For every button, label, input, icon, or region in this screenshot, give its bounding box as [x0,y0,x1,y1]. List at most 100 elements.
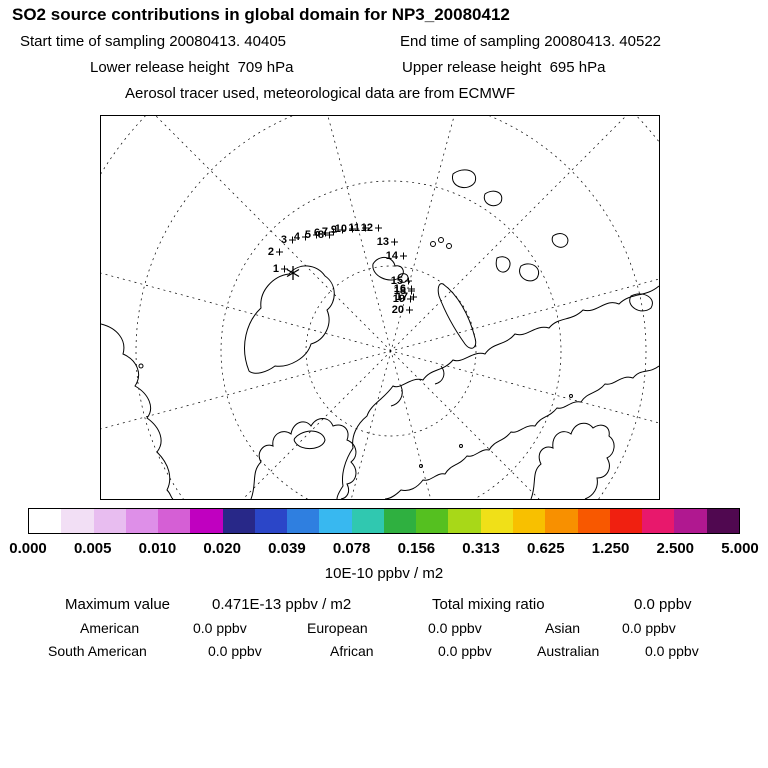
plot-title: SO2 source contributions in global domai… [12,5,510,24]
station-marker-cross-icon [407,295,414,303]
station-marker-label: 16 [394,283,406,295]
end-time-text: End time of sampling 20080413. 40522 [400,33,662,50]
region-name-european: European [307,620,368,636]
region-value-european: 0.0 ppbv [428,620,482,636]
region-value-american: 0.0 ppbv [193,620,247,636]
station-marker-label: 14 [386,250,399,262]
colorbar-ticks: 0.000 0.005 0.010 0.020 0.039 0.078 0.156 0.313… [9,540,759,558]
colorbar-tick-label: 0.020 [203,540,241,557]
station-marker-cross-icon [330,228,337,236]
colorbar-segment [125,509,159,533]
colorbar-segment [254,509,288,533]
colorbar-segment [222,509,255,533]
upper-release-text: Upper release height 695 hPa [402,59,606,76]
colorbar-segment [642,509,675,533]
region-value-asian: 0.0 ppbv [622,620,676,636]
station-marker-cross-icon [326,231,333,239]
station-marker-cross-icon [375,224,382,232]
colorbar-segment [706,509,739,533]
coastlines [101,169,659,499]
colorbar-segment [480,509,513,533]
region-value-australian: 0.0 ppbv [645,643,699,659]
station-marker-cross-icon [362,224,369,232]
station-marker-cross-icon [289,236,296,244]
station-marker-label: 13 [377,236,389,248]
station-marker-label: 4 [294,231,301,243]
station-marker-label: 5 [305,229,311,241]
lower-release-text: Lower release height 709 hPa [90,59,294,76]
region-value-african: 0.0 ppbv [438,643,492,659]
colorbar-tick-label: 2.500 [656,540,695,557]
colorbar-tick-label: 1.250 [591,540,630,557]
station-marker-label: 6 [314,227,320,239]
station-marker-cross-icon [391,238,398,246]
tracer-info-text: Aerosol tracer used, meteorological data… [125,85,516,102]
colorbar-segment [448,509,481,533]
region-name-australian: Australian [537,643,600,659]
colorbar-segment [93,509,126,533]
station-marker-label: 9 [331,224,337,236]
colorbar-tick-label: 0.010 [138,540,177,557]
colorbar-segment [190,509,223,533]
station-marker-cross-icon [408,287,415,295]
station-marker-cross-icon [313,231,320,239]
station-marker-label: 17 [396,291,408,303]
station-marker-cross-icon [406,306,413,314]
station-marker-cross-icon [276,248,283,256]
station-marker-cross-icon [339,226,346,234]
colorbar-segment [609,509,643,533]
start-time-text: Start time of sampling 20080413. 40405 [20,33,287,50]
region-name-american: American [80,620,140,636]
station-marker-cross-icon [349,225,356,233]
station-marker-cross-icon [302,233,309,241]
colorbar-units: 10E-10 ppbv / m2 [324,565,444,582]
colorbar-tick-label: 0.313 [462,540,500,557]
map-panel: 1 2 3 4 5 6 7 8 9 10 11 12 13 14 15 16 17 18 19 20 [100,115,660,500]
colorbar-tick-label: 0.000 [9,540,47,557]
station-marker-label: 1 [273,263,279,275]
station-marker-cross-icon [400,252,407,260]
colorbar-segment [577,509,610,533]
station-marker-label: 12 [361,222,373,234]
station-marker-label: 3 [281,234,287,246]
region-name-south-american: South American [48,643,147,659]
station-marker-label: 20 [392,304,404,316]
station-marker-label: 8 [318,229,324,241]
colorbar-segment [512,509,546,533]
colorbar-segment [158,509,191,533]
station-marker-label: 15 [391,275,403,287]
colorbar-segment [319,509,352,533]
region-name-asian: Asian [545,620,581,636]
colorbar [28,508,740,534]
station-marker-label: 19 [393,293,405,305]
max-value: 0.471E-13 ppbv / m2 [212,596,352,613]
colorbar-segment [287,509,320,533]
graticule-lines [101,116,659,499]
station-marker-cross-icon [322,229,329,237]
release-point-icon [286,268,300,278]
station-marker-label: 7 [322,226,328,238]
colorbar-tick-label: 0.625 [527,540,565,557]
station-marker-cross-icon [281,265,288,273]
colorbar-tick-label: 0.156 [397,540,436,557]
colorbar-segment [29,509,62,533]
colorbar-tick-label: 5.000 [721,540,759,557]
colorbar-tick-label: 0.078 [332,540,371,557]
region-name-african: African [330,643,374,659]
region-value-south-american: 0.0 ppbv [208,643,262,659]
station-marker-label: 18 [394,285,406,297]
colorbar-tick-label: 0.005 [73,540,112,557]
colorbar-segment [383,509,417,533]
station-marker-label: 11 [348,222,360,234]
total-mixing-ratio-label: Total mixing ratio [432,596,545,613]
total-mixing-ratio-value: 0.0 ppbv [634,596,692,613]
colorbar-segment [416,509,449,533]
colorbar-segment [545,509,578,533]
colorbar-tick-label: 0.039 [268,540,306,557]
station-marker-label: 2 [268,246,274,258]
colorbar-segment [674,509,707,533]
max-value-label: Maximum value [65,596,171,613]
